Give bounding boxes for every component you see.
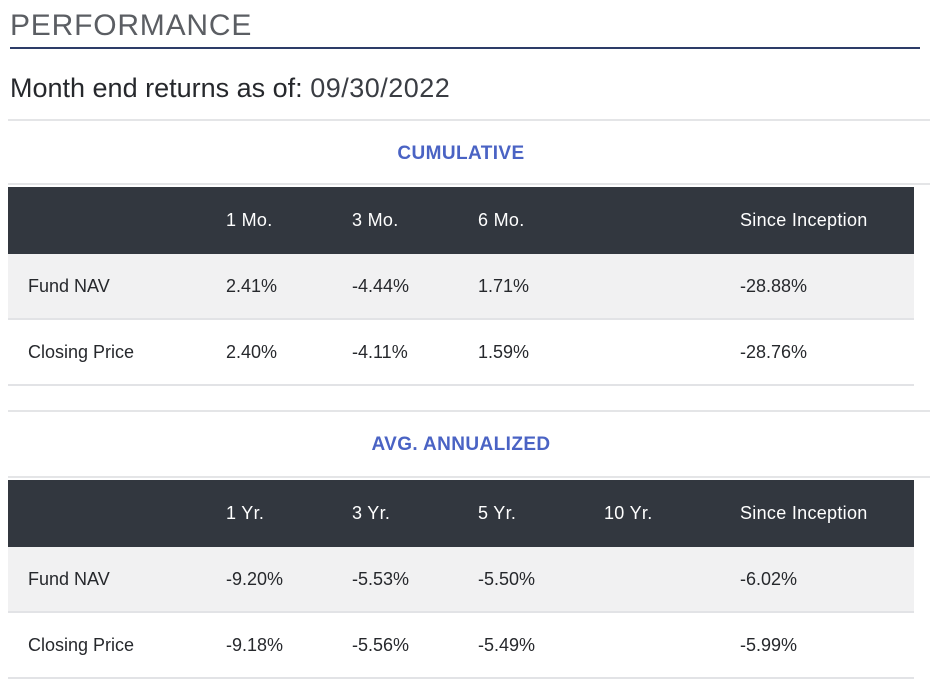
col-header-3yr: 3 Yr. — [352, 480, 478, 547]
cell-value: -6.02% — [730, 547, 914, 613]
cell-value — [604, 613, 730, 679]
row-label: Closing Price — [8, 613, 226, 679]
cumulative-returns-table: 1 Mo. 3 Mo. 6 Mo. Since Inception Fund N… — [8, 187, 914, 386]
section-title-avg-annualized: AVG. ANNUALIZED — [371, 434, 551, 455]
row-label: Fund NAV — [8, 547, 226, 613]
table-header-row: 1 Yr. 3 Yr. 5 Yr. 10 Yr. Since Inception — [8, 480, 914, 547]
section-title-cumulative: CUMULATIVE — [397, 143, 525, 164]
col-header-10yr: 10 Yr. — [604, 480, 730, 547]
col-header-5yr: 5 Yr. — [478, 480, 604, 547]
col-header-6mo: 6 Mo. — [478, 187, 604, 254]
month-end-returns-subtitle: Month end returns as of: 09/30/2022 — [10, 72, 942, 104]
subtitle-label: Month end returns as of: — [10, 73, 303, 103]
cell-value: 2.40% — [226, 320, 352, 386]
cell-value — [604, 254, 730, 320]
divider — [8, 410, 930, 412]
row-label-header — [8, 187, 226, 254]
col-header-1mo: 1 Mo. — [226, 187, 352, 254]
col-header-since-inception: Since Inception — [730, 187, 914, 254]
cell-value: -5.49% — [478, 613, 604, 679]
col-header-since-inception: Since Inception — [730, 480, 914, 547]
as-of-date: 09/30/2022 — [310, 73, 451, 103]
row-label-header — [8, 480, 226, 547]
row-label: Closing Price — [8, 320, 226, 386]
cell-value: -28.76% — [730, 320, 914, 386]
table-row: Fund NAV -9.20% -5.53% -5.50% -6.02% — [8, 547, 914, 613]
cell-value: -4.44% — [352, 254, 478, 320]
cell-value: -28.88% — [730, 254, 914, 320]
cell-value: 1.59% — [478, 320, 604, 386]
col-header-3mo: 3 Mo. — [352, 187, 478, 254]
cell-value: -9.18% — [226, 613, 352, 679]
cell-value — [604, 547, 730, 613]
cell-value — [604, 320, 730, 386]
divider — [8, 476, 930, 478]
table-row: Closing Price 2.40% -4.11% 1.59% -28.76% — [8, 320, 914, 386]
cell-value: -9.20% — [226, 547, 352, 613]
divider — [8, 183, 930, 185]
table-row: Fund NAV 2.41% -4.44% 1.71% -28.88% — [8, 254, 914, 320]
cell-value: 1.71% — [478, 254, 604, 320]
col-header-1yr: 1 Yr. — [226, 480, 352, 547]
page-title: PERFORMANCE — [10, 6, 920, 49]
table-header-row: 1 Mo. 3 Mo. 6 Mo. Since Inception — [8, 187, 914, 254]
cell-value: -4.11% — [352, 320, 478, 386]
divider — [8, 119, 930, 121]
cell-value: -5.99% — [730, 613, 914, 679]
col-header-empty — [604, 187, 730, 254]
cell-value: -5.50% — [478, 547, 604, 613]
cell-value: -5.56% — [352, 613, 478, 679]
avg-annualized-returns-table: 1 Yr. 3 Yr. 5 Yr. 10 Yr. Since Inception… — [8, 480, 914, 679]
cell-value: 2.41% — [226, 254, 352, 320]
table-row: Closing Price -9.18% -5.56% -5.49% -5.99… — [8, 613, 914, 679]
row-label: Fund NAV — [8, 254, 226, 320]
cell-value: -5.53% — [352, 547, 478, 613]
